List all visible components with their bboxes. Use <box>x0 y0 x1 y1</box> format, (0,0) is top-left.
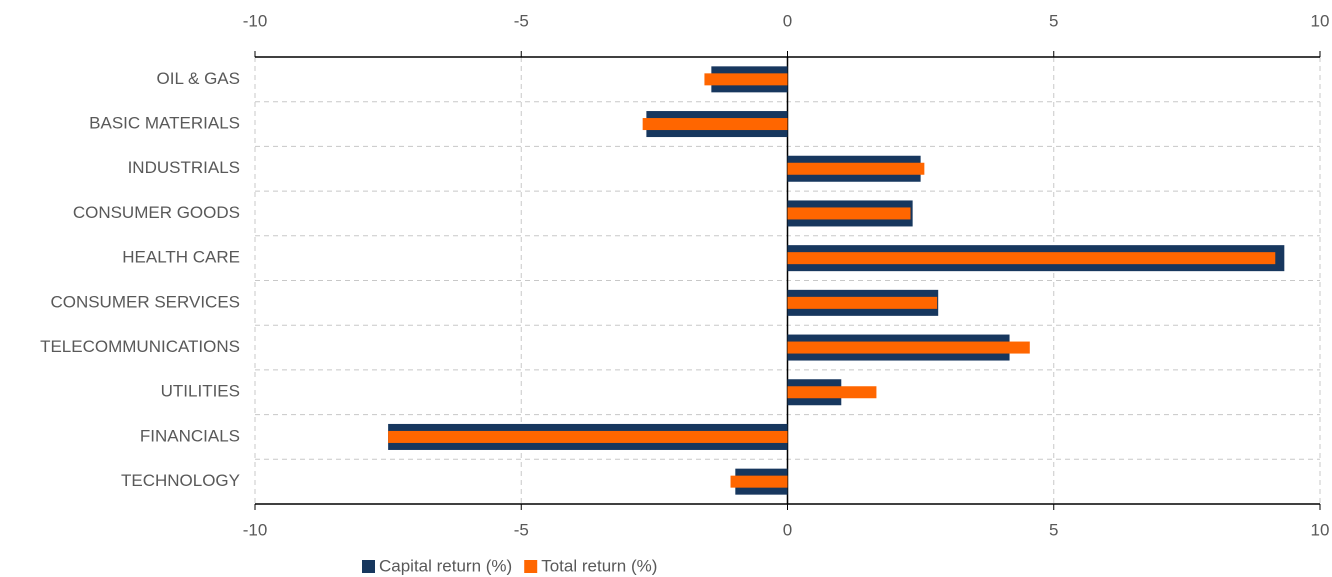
bar <box>642 118 788 131</box>
x-tick-label: -10 <box>243 11 268 30</box>
bar <box>787 162 925 175</box>
x-tick-label: 10 <box>1311 11 1330 30</box>
x-tick-label: -5 <box>514 11 529 30</box>
y-tick-label: FINANCIALS <box>140 426 240 445</box>
x-tick-label: 0 <box>783 520 792 539</box>
y-tick-label: UTILITIES <box>161 382 240 401</box>
bar <box>730 475 788 488</box>
bar <box>787 341 1030 354</box>
legend-label: Capital return (%) <box>379 556 512 575</box>
legend-label: Total return (%) <box>541 556 657 575</box>
y-tick-label: CONSUMER GOODS <box>73 203 240 222</box>
y-tick-label: OIL & GAS <box>157 69 240 88</box>
y-tick-label: CONSUMER SERVICES <box>50 292 240 311</box>
legend-swatch <box>362 560 375 573</box>
y-tick-label: BASIC MATERIALS <box>89 114 240 133</box>
x-tick-label: 10 <box>1311 520 1330 539</box>
y-tick-label: INDUSTRIALS <box>128 158 240 177</box>
x-tick-label: 0 <box>783 11 792 30</box>
x-tick-label: -5 <box>514 520 529 539</box>
y-tick-label: TELECOMMUNICATIONS <box>40 337 240 356</box>
y-tick-label: TECHNOLOGY <box>121 471 240 490</box>
x-tick-label: 5 <box>1049 520 1058 539</box>
bar <box>787 252 1276 265</box>
x-tick-label: 5 <box>1049 11 1058 30</box>
y-tick-label: HEALTH CARE <box>122 248 240 267</box>
x-tick-label: -10 <box>243 520 268 539</box>
legend-swatch <box>524 560 538 573</box>
bar <box>787 207 911 220</box>
bar <box>388 430 788 443</box>
bar <box>787 386 877 399</box>
bar <box>704 73 788 86</box>
bar <box>787 296 938 309</box>
